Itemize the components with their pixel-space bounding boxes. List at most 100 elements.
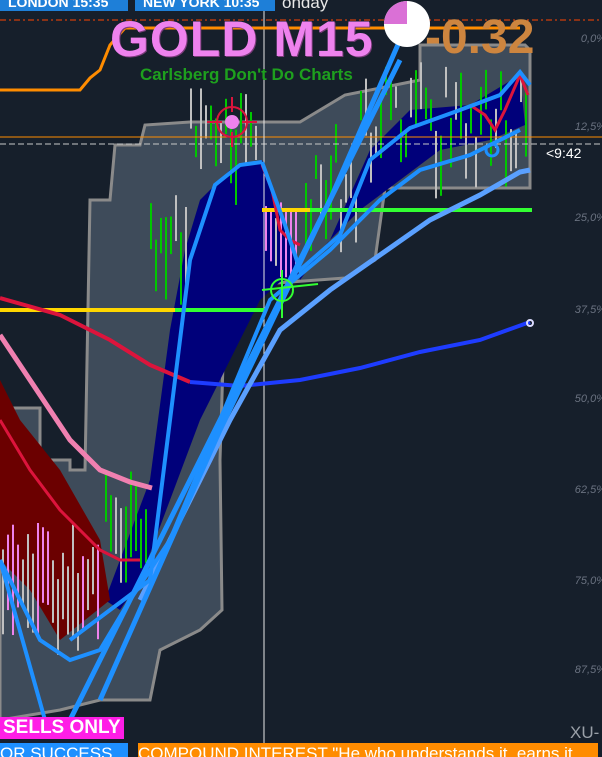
histogram-bar (37, 523, 39, 639)
histogram-bar (92, 547, 94, 595)
histogram-bar (295, 208, 297, 265)
histogram-bar (345, 174, 347, 203)
histogram-bar (275, 218, 277, 266)
histogram-bar (225, 98, 227, 134)
histogram-bar (115, 497, 117, 554)
histogram-bar (230, 124, 232, 184)
histogram-bar (195, 125, 197, 158)
histogram-bar (215, 118, 217, 167)
corner-label: XU- (570, 723, 600, 742)
level-25: 25,0% (574, 212, 602, 224)
ticker-right: COMPOUND INTEREST "He who understands it… (138, 743, 598, 757)
crosshair-icon (207, 97, 257, 147)
histogram-bar (445, 66, 447, 98)
histogram-bar (22, 559, 24, 606)
histogram-bar (120, 508, 122, 583)
histogram-bar (285, 209, 287, 278)
histogram-bar (415, 70, 417, 127)
histogram-bar (460, 72, 462, 139)
histogram-bar (270, 208, 272, 262)
histogram-bar (515, 131, 517, 169)
histogram-bar (62, 552, 64, 620)
histogram-bar (130, 471, 132, 558)
london-session-badge: LONDON 15:35 (0, 0, 128, 11)
histogram-bar (365, 78, 367, 136)
histogram-bar (220, 123, 222, 164)
day-label: onday (282, 0, 329, 12)
trend-line-3 (0, 559, 47, 721)
level-0: 0,0% (580, 33, 602, 45)
level-37-5: 37,5% (574, 304, 602, 316)
histogram-bar (87, 559, 89, 611)
histogram-bar (330, 155, 332, 220)
histogram-bar (150, 203, 152, 250)
histogram-bar (500, 71, 502, 111)
red-ma (0, 296, 191, 384)
histogram-bar (140, 518, 142, 569)
histogram-bar (255, 125, 257, 160)
sells-only-badge: SELLS ONLY (0, 717, 124, 739)
newyork-session-badge: NEW YORK 10:35 (135, 0, 275, 11)
histogram-bar (185, 206, 187, 290)
chart-subtitle: Carlsberg Don't Do Charts (140, 65, 353, 84)
histogram-bar (335, 124, 337, 163)
histogram-bar (32, 553, 34, 633)
lightblue-ma (137, 167, 531, 602)
histogram-bar (135, 482, 137, 552)
level-12-5: 12,5% (574, 121, 602, 133)
histogram-bar (12, 524, 14, 636)
histogram-bar (67, 566, 69, 635)
histogram-bar (350, 162, 352, 198)
red-fast-ma (0, 419, 140, 562)
trend-line-2 (97, 38, 403, 702)
histogram-bar (395, 86, 397, 108)
histogram-bar (72, 524, 74, 639)
histogram-bar (420, 62, 422, 110)
histogram-bar (410, 77, 412, 118)
clock-pie-icon (384, 1, 430, 47)
histogram-bar (315, 155, 317, 179)
histogram-bar (355, 196, 357, 243)
histogram-bar (470, 106, 472, 134)
histogram-bar (280, 202, 282, 277)
histogram-bar (240, 93, 242, 144)
histogram-bar (375, 126, 377, 156)
histogram-bar (155, 239, 157, 292)
red-short-ma-2 (469, 71, 530, 133)
histogram-bar (250, 112, 252, 147)
histogram-bar (390, 80, 392, 121)
cloud-fill (105, 75, 525, 610)
histogram-bar (200, 88, 202, 170)
level-75: 75,0% (574, 575, 602, 587)
price-change: -0.32 (425, 11, 535, 64)
histogram-bar (52, 560, 54, 623)
level-87-5: 87,5% (574, 664, 602, 676)
histogram-bar (455, 82, 457, 120)
histogram-bar (510, 129, 512, 172)
bar-timer: <9:42 (546, 145, 582, 161)
histogram-bar (17, 544, 19, 608)
ma-end-dot (526, 319, 534, 327)
pink-ma (0, 333, 153, 491)
histogram-bar (57, 579, 59, 655)
histogram-bar (380, 93, 382, 159)
blue-fast-ma-2 (260, 68, 532, 274)
histogram-bar (175, 195, 177, 242)
histogram-bar (160, 217, 162, 254)
histogram-bar (340, 199, 342, 253)
histogram-bar (525, 87, 527, 157)
candle-bars (2, 62, 527, 655)
histogram-bar (320, 164, 322, 218)
histogram-bar (265, 206, 267, 251)
histogram-bar (400, 119, 402, 163)
histogram-bar (97, 544, 99, 640)
pivot-dot-icon (484, 142, 500, 158)
histogram-bar (190, 88, 192, 129)
ticker-left: OR SUCCESS (0, 743, 128, 757)
symbol-title: GOLD M15 (110, 11, 374, 67)
histogram-bar (360, 91, 362, 121)
level-50: 50,0% (574, 393, 602, 405)
histogram-bar (430, 99, 432, 131)
histogram-bar (125, 506, 127, 583)
